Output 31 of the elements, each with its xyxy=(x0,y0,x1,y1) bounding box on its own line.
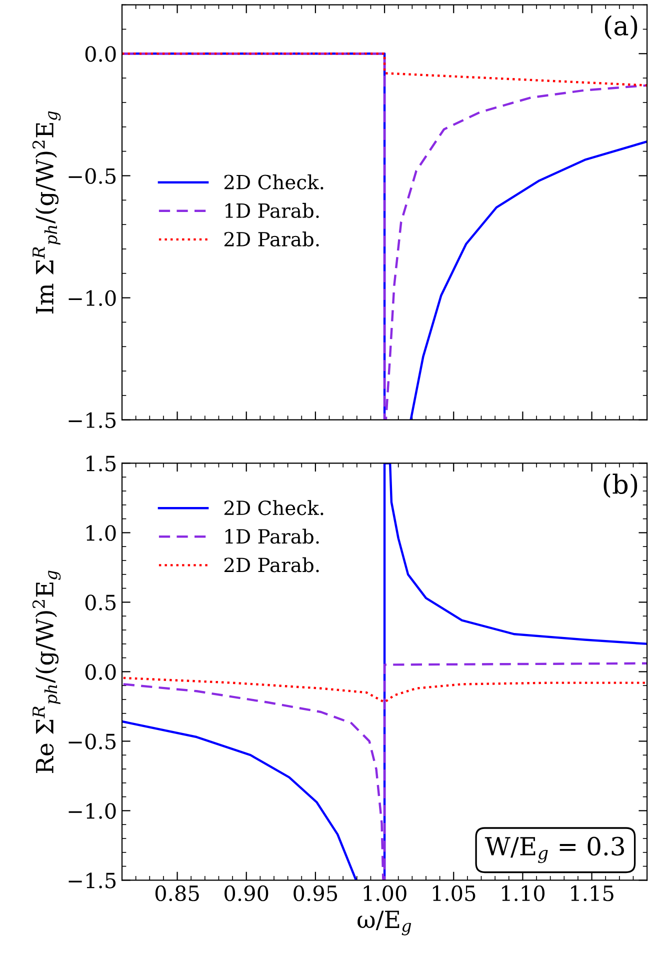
x-tick-label: 0.90 xyxy=(224,885,268,902)
y-axis-title: Re Σ$^{R}$$_{ph}$/(g/W)$^{2}$E$_{g}$ xyxy=(32,570,61,773)
x-tick-label: 1.15 xyxy=(571,885,614,902)
x-tick-label: 1.00 xyxy=(364,885,406,902)
y-tick-label: 1.5 xyxy=(86,456,116,472)
annotation: (b) xyxy=(604,474,638,498)
annotation: W/E$_{g}$ = 0.3 xyxy=(484,836,624,864)
y-tick-label: −1.5 xyxy=(68,872,116,888)
y-tick-label: −1.5 xyxy=(68,412,116,428)
y-axis-title: Im Σ$^{R}$$_{ph}$/(g/W)$^{2}$E$_{g}$ xyxy=(32,111,61,314)
x-tick-label: 1.10 xyxy=(502,885,545,902)
legend-label: 1D Parab. xyxy=(225,202,319,218)
y-tick-label: 1.0 xyxy=(86,525,116,541)
x-tick-label: 1.05 xyxy=(432,885,476,902)
annotation: (a) xyxy=(604,15,638,40)
line-series xyxy=(122,676,648,704)
y-tick-label: 0.5 xyxy=(85,594,116,610)
y-tick-label: −0.5 xyxy=(68,734,116,750)
legend-label: 2D Parab. xyxy=(224,557,319,572)
y-tick-label: −0.5 xyxy=(68,168,116,184)
legend-label: 2D Check. xyxy=(224,500,324,516)
y-tick-label: 0.0 xyxy=(85,664,116,680)
legend-label: 1D Parab. xyxy=(225,528,319,544)
x-tick-label: 0.95 xyxy=(294,885,338,902)
x-tick-label: 0.85 xyxy=(155,885,199,902)
x-axis-title: ω/E$_{g}$ xyxy=(358,910,412,936)
legend-label: 2D Check. xyxy=(224,174,324,190)
y-tick-label: −1.0 xyxy=(68,290,116,306)
y-tick-label: 0.0 xyxy=(85,46,116,62)
y-tick-label: −1.0 xyxy=(68,803,116,819)
legend-label: 2D Parab. xyxy=(224,231,319,247)
